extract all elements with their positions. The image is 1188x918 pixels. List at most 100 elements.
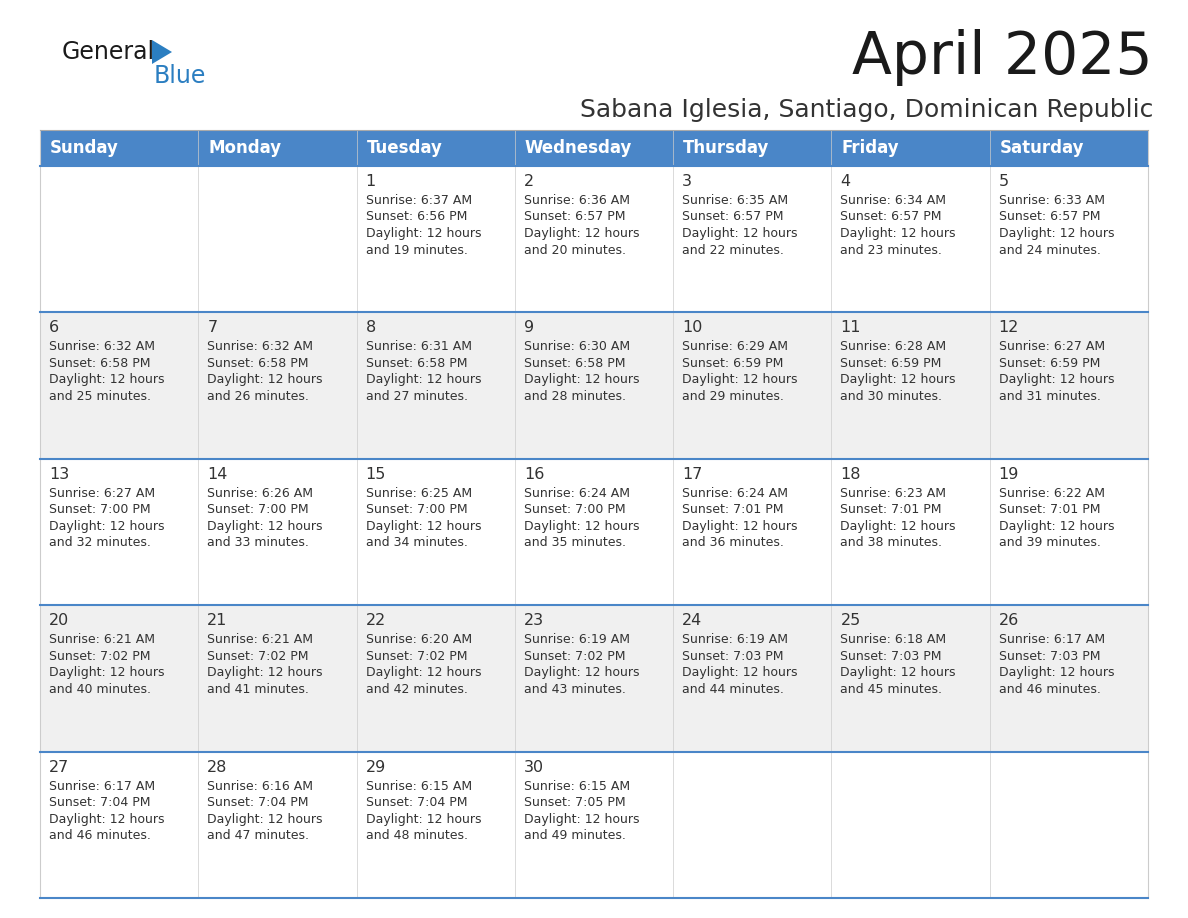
Text: 24: 24	[682, 613, 702, 628]
Bar	[40, 166, 198, 312]
Text: Sunrise: 6:20 AM: Sunrise: 6:20 AM	[366, 633, 472, 646]
Text: 27: 27	[49, 759, 69, 775]
Text: and 49 minutes.: and 49 minutes.	[524, 829, 626, 842]
Text: Daylight: 12 hours: Daylight: 12 hours	[524, 374, 639, 386]
Bar	[356, 130, 514, 166]
Text: 15: 15	[366, 466, 386, 482]
Text: Sunset: 7:05 PM: Sunset: 7:05 PM	[524, 796, 626, 809]
Text: Sunset: 6:59 PM: Sunset: 6:59 PM	[682, 357, 784, 370]
Text: 29: 29	[366, 759, 386, 775]
Text: and 39 minutes.: and 39 minutes.	[999, 536, 1100, 549]
Bar	[40, 605, 198, 752]
Text: Monday: Monday	[208, 139, 282, 157]
Text: Daylight: 12 hours: Daylight: 12 hours	[999, 520, 1114, 532]
Text: and 31 minutes.: and 31 minutes.	[999, 390, 1100, 403]
Text: Sunrise: 6:27 AM: Sunrise: 6:27 AM	[49, 487, 156, 499]
Text: 19: 19	[999, 466, 1019, 482]
Text: Sunset: 6:58 PM: Sunset: 6:58 PM	[366, 357, 467, 370]
Text: Daylight: 12 hours: Daylight: 12 hours	[207, 812, 323, 825]
Text: and 34 minutes.: and 34 minutes.	[366, 536, 467, 549]
Text: and 44 minutes.: and 44 minutes.	[682, 683, 784, 696]
Text: and 41 minutes.: and 41 minutes.	[207, 683, 309, 696]
Text: Daylight: 12 hours: Daylight: 12 hours	[840, 374, 956, 386]
Text: and 29 minutes.: and 29 minutes.	[682, 390, 784, 403]
Text: 5: 5	[999, 174, 1009, 189]
Bar	[832, 312, 990, 459]
Text: Sunset: 7:03 PM: Sunset: 7:03 PM	[999, 650, 1100, 663]
Text: and 45 minutes.: and 45 minutes.	[840, 683, 942, 696]
Text: and 23 minutes.: and 23 minutes.	[840, 243, 942, 256]
Text: Sunset: 6:58 PM: Sunset: 6:58 PM	[524, 357, 625, 370]
Text: 18: 18	[840, 466, 861, 482]
Text: 30: 30	[524, 759, 544, 775]
Bar	[990, 312, 1148, 459]
Text: Friday: Friday	[841, 139, 899, 157]
Text: Sunset: 7:00 PM: Sunset: 7:00 PM	[49, 503, 151, 516]
Text: Sunset: 6:57 PM: Sunset: 6:57 PM	[682, 210, 784, 223]
Text: Daylight: 12 hours: Daylight: 12 hours	[366, 374, 481, 386]
Text: Thursday: Thursday	[683, 139, 770, 157]
Text: 23: 23	[524, 613, 544, 628]
Text: and 27 minutes.: and 27 minutes.	[366, 390, 468, 403]
Text: Daylight: 12 hours: Daylight: 12 hours	[366, 812, 481, 825]
Text: and 46 minutes.: and 46 minutes.	[49, 829, 151, 842]
Bar	[674, 459, 832, 605]
Bar	[198, 605, 356, 752]
Text: Sunrise: 6:16 AM: Sunrise: 6:16 AM	[207, 779, 314, 792]
Text: 8: 8	[366, 320, 375, 335]
Bar	[356, 605, 514, 752]
Bar	[514, 459, 674, 605]
Bar	[356, 312, 514, 459]
Text: Daylight: 12 hours: Daylight: 12 hours	[840, 520, 956, 532]
Text: Daylight: 12 hours: Daylight: 12 hours	[682, 227, 797, 240]
Text: Sunrise: 6:21 AM: Sunrise: 6:21 AM	[207, 633, 314, 646]
Text: Sunset: 7:00 PM: Sunset: 7:00 PM	[524, 503, 626, 516]
Text: 11: 11	[840, 320, 861, 335]
Text: Sunset: 6:57 PM: Sunset: 6:57 PM	[524, 210, 625, 223]
Bar	[674, 605, 832, 752]
Bar	[40, 130, 198, 166]
Text: April 2025: April 2025	[852, 29, 1154, 86]
Text: Daylight: 12 hours: Daylight: 12 hours	[524, 520, 639, 532]
Text: Daylight: 12 hours: Daylight: 12 hours	[682, 520, 797, 532]
Text: and 40 minutes.: and 40 minutes.	[49, 683, 151, 696]
Bar	[514, 605, 674, 752]
Text: Sunrise: 6:37 AM: Sunrise: 6:37 AM	[366, 194, 472, 207]
Text: and 38 minutes.: and 38 minutes.	[840, 536, 942, 549]
Text: Sunrise: 6:26 AM: Sunrise: 6:26 AM	[207, 487, 314, 499]
Text: Sunset: 7:01 PM: Sunset: 7:01 PM	[682, 503, 784, 516]
Text: Sunrise: 6:17 AM: Sunrise: 6:17 AM	[49, 779, 156, 792]
Text: Daylight: 12 hours: Daylight: 12 hours	[366, 520, 481, 532]
Text: Daylight: 12 hours: Daylight: 12 hours	[524, 666, 639, 679]
Text: Saturday: Saturday	[1000, 139, 1085, 157]
Text: Sunrise: 6:29 AM: Sunrise: 6:29 AM	[682, 341, 788, 353]
Text: Sunset: 7:02 PM: Sunset: 7:02 PM	[366, 650, 467, 663]
Text: Sabana Iglesia, Santiago, Dominican Republic: Sabana Iglesia, Santiago, Dominican Repu…	[580, 98, 1154, 122]
Text: Sunday: Sunday	[50, 139, 119, 157]
Text: 21: 21	[207, 613, 228, 628]
Text: Sunset: 7:04 PM: Sunset: 7:04 PM	[366, 796, 467, 809]
Text: Sunset: 6:58 PM: Sunset: 6:58 PM	[49, 357, 151, 370]
Bar	[674, 312, 832, 459]
Bar	[514, 166, 674, 312]
Text: and 25 minutes.: and 25 minutes.	[49, 390, 151, 403]
Text: Sunset: 7:03 PM: Sunset: 7:03 PM	[840, 650, 942, 663]
Bar	[198, 130, 356, 166]
Text: Sunrise: 6:27 AM: Sunrise: 6:27 AM	[999, 341, 1105, 353]
Text: Sunrise: 6:15 AM: Sunrise: 6:15 AM	[366, 779, 472, 792]
Text: Sunrise: 6:25 AM: Sunrise: 6:25 AM	[366, 487, 472, 499]
Bar	[356, 459, 514, 605]
Bar	[990, 605, 1148, 752]
Text: Sunrise: 6:32 AM: Sunrise: 6:32 AM	[207, 341, 314, 353]
Bar	[832, 459, 990, 605]
Text: Sunrise: 6:33 AM: Sunrise: 6:33 AM	[999, 194, 1105, 207]
Text: 4: 4	[840, 174, 851, 189]
Text: Sunrise: 6:31 AM: Sunrise: 6:31 AM	[366, 341, 472, 353]
Text: Daylight: 12 hours: Daylight: 12 hours	[682, 666, 797, 679]
Text: 1: 1	[366, 174, 375, 189]
Text: 28: 28	[207, 759, 228, 775]
Text: Daylight: 12 hours: Daylight: 12 hours	[207, 520, 323, 532]
Text: and 19 minutes.: and 19 minutes.	[366, 243, 467, 256]
Bar	[832, 752, 990, 898]
Text: 2: 2	[524, 174, 533, 189]
